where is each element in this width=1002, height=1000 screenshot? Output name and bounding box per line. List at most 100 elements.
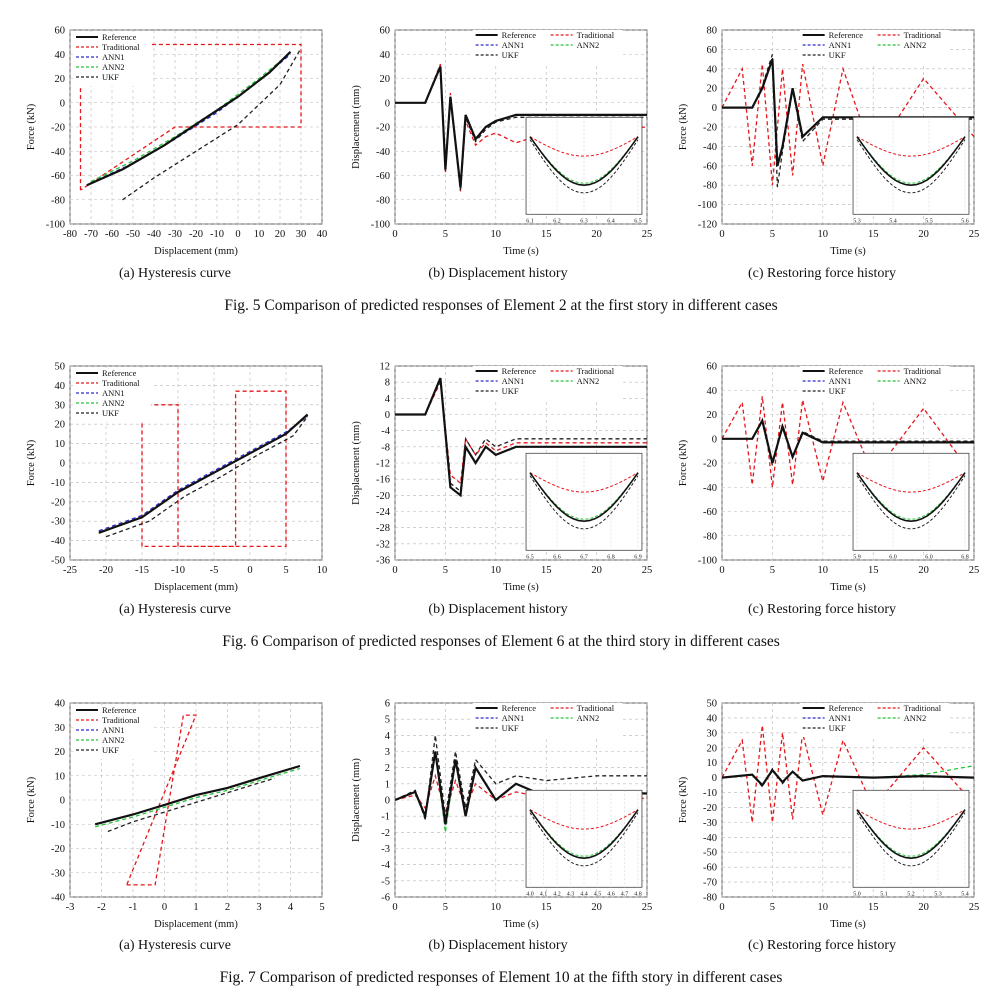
legend-label-ann2: ANN2 — [577, 713, 600, 723]
legend-label-ukf: UKF — [102, 745, 119, 755]
y-tick-label: -2 — [381, 828, 390, 839]
inset-line-reference — [529, 136, 639, 187]
y-tick-label: -8 — [381, 442, 390, 453]
legend: Reference Traditional ANN1 ANN2 UKF — [472, 366, 623, 400]
legend-label-ann2: ANN2 — [102, 398, 125, 408]
y-tick-label: -50 — [703, 848, 717, 859]
x-tick-label: 10 — [254, 229, 265, 240]
y-tick-label: -120 — [698, 220, 717, 231]
series-line-reference — [722, 768, 974, 787]
inset-line-reference — [856, 809, 966, 860]
subcaption-f7c: (c) Restoring force history — [747, 938, 897, 953]
inset-line-ukf — [856, 812, 966, 867]
chart-f5c: 0 5 10 15 20 25 -120 -100 -80 -60 -40 -20 0 20 40 60 80 T… — [672, 22, 982, 262]
legend-background — [472, 366, 623, 400]
subcaption-f7b: (b) Displacement history — [428, 938, 568, 953]
inset-line-ukf — [856, 475, 966, 530]
x-tick-label: 5 — [443, 565, 448, 576]
inset-x-tick-label: 5.5 — [925, 218, 933, 224]
y-tick-label: -12 — [376, 459, 390, 470]
x-tick-label: -30 — [168, 229, 182, 240]
y-tick-label: 4 — [385, 731, 391, 742]
y-tick-label: -1 — [381, 812, 390, 823]
y-tick-label: 8 — [385, 378, 390, 389]
y-tick-label: -30 — [51, 517, 65, 528]
inset-x-tick-label: 5.0 — [853, 891, 861, 897]
legend-label-ann1: ANN1 — [829, 713, 852, 723]
legend-label-traditional: Traditional — [577, 366, 615, 376]
x-tick-label: 20 — [591, 229, 602, 240]
x-tick-label: 15 — [541, 229, 552, 240]
x-tick-label: 5 — [770, 565, 775, 576]
series-line-traditional — [395, 63, 647, 192]
y-tick-label: -40 — [703, 142, 717, 153]
x-tick-label: -50 — [126, 229, 140, 240]
inset-frame — [852, 116, 970, 215]
inset-x-tick-label: 6.4 — [607, 218, 615, 224]
y-tick-label: 0 — [60, 459, 65, 470]
y-tick-label: -30 — [703, 818, 717, 829]
inset-x-tick-label: 6.8 — [607, 554, 615, 560]
x-tick-label: -60 — [105, 229, 119, 240]
chart-svg-f6c: 0 5 10 15 20 25 -100 -80 -60 -40 -20 0 20 40 60 Time (s… — [678, 362, 979, 594]
y-tick-label: 40 — [707, 713, 718, 724]
x-tick-label: 25 — [969, 229, 980, 240]
y-tick-label: 30 — [55, 400, 66, 411]
inset-x-tick-label: 6.5 — [526, 554, 534, 560]
y-tick-label: 20 — [55, 747, 66, 758]
y-tick-label: -20 — [376, 123, 390, 134]
legend-label-ukf: UKF — [102, 408, 119, 418]
chart-f6a: -25 -20 -15 -10 -5 0 5 10 -50 -40 -30 -20 -10 0 10 20 30… — [20, 358, 330, 598]
y-tick-label: -5 — [381, 876, 390, 887]
x-tick-label: 0 — [719, 229, 724, 240]
chart-svg-f6b: 0 5 10 15 20 25 -36 -32 -28 -24 -20 -16 -12 -8 -4 0 4 8 12… — [351, 362, 652, 594]
chart-svg-f5b: 0 5 10 15 20 25 -100 -80 -60 -40 -20 0 20 40 60 Time (s… — [351, 26, 652, 258]
inset-line-ukf — [529, 475, 639, 530]
legend-label-ukf: UKF — [829, 386, 846, 396]
x-tick-label: -3 — [66, 902, 75, 913]
x-tick-label: -10 — [210, 229, 224, 240]
x-tick-label: 5 — [443, 229, 448, 240]
y-axis-title: Force (kN) — [678, 439, 689, 486]
y-tick-label: -100 — [698, 200, 717, 211]
legend-label-ann2: ANN2 — [904, 40, 927, 50]
y-tick-label: -20 — [703, 123, 717, 134]
x-tick-label: 10 — [317, 565, 328, 576]
legend-label-reference: Reference — [829, 30, 864, 40]
legend-label-traditional: Traditional — [577, 30, 615, 40]
inset-x-tick-label: 6.7 — [580, 554, 588, 560]
x-tick-label: 0 — [392, 229, 397, 240]
inset-line-reference — [529, 472, 639, 523]
legend-background — [472, 703, 623, 737]
series-line-ukf — [122, 47, 302, 201]
subcaption-f6c: (c) Restoring force history — [747, 602, 897, 617]
legend-background — [799, 366, 950, 400]
inset-line-traditional — [529, 136, 639, 157]
legend-label-reference: Reference — [102, 32, 137, 42]
series-line-reference — [94, 764, 301, 826]
inset-x-tick-label: 6.2 — [553, 218, 561, 224]
inset-x-tick-label: 6.6 — [553, 554, 561, 560]
x-axis-title: Time (s) — [503, 246, 539, 257]
chart-svg-f7a: -3 -2 -1 0 1 2 3 4 5-40-30-20-10010203040Displac… — [26, 699, 325, 931]
x-tick-label: 20 — [275, 229, 286, 240]
inset-line-ukf — [856, 139, 966, 194]
y-tick-label: 0 — [385, 98, 390, 109]
y-tick-label: 40 — [380, 50, 391, 61]
y-tick-label: 3 — [385, 747, 390, 758]
legend-label-reference: Reference — [829, 703, 864, 713]
legend: Reference Traditional ANN1 ANN2 UKF — [472, 703, 623, 737]
x-tick-label: 0 — [247, 565, 252, 576]
inset-x-tick-label: 5.6 — [961, 218, 969, 224]
series-line-ann1 — [98, 415, 308, 532]
y-tick-label: -100 — [698, 556, 717, 567]
y-tick-label: -20 — [703, 803, 717, 814]
series-group — [94, 714, 301, 886]
y-tick-label: -40 — [376, 147, 390, 158]
legend-label-ann2: ANN2 — [904, 376, 927, 386]
y-tick-label: 50 — [707, 699, 718, 710]
series-line-ukf — [107, 777, 275, 833]
y-tick-label: -100 — [46, 220, 65, 231]
series-line-ann2 — [95, 767, 301, 828]
chart-f6b: 0 5 10 15 20 25 -36 -32 -28 -24 -20 -16 -12 -8 -4 0 4 8 12… — [345, 358, 655, 598]
